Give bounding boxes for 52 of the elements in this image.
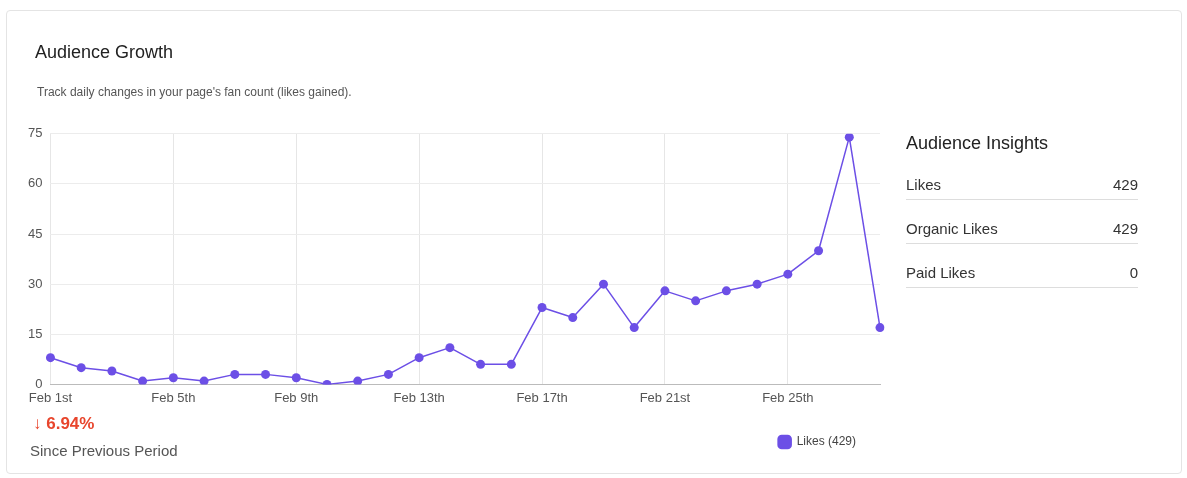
y-tick-label: 15 [27, 325, 43, 341]
point [506, 359, 516, 369]
text: 429 [1112, 176, 1138, 193]
text: Since Previous Period [30, 442, 178, 459]
point [691, 296, 701, 306]
point [660, 286, 670, 296]
point [168, 373, 178, 383]
point [721, 286, 731, 296]
text: Paid Likes [906, 264, 976, 281]
point [138, 376, 148, 385]
point [414, 353, 424, 363]
point [752, 279, 762, 289]
legend-label: Likes (429) [796, 434, 857, 449]
point [844, 133, 854, 142]
y-tick-label: 60 [27, 175, 43, 191]
point [353, 376, 363, 385]
y-tick-label: 45 [27, 225, 43, 241]
text: ↓ 6.94% [33, 414, 95, 434]
x-tick-label: Feb 21st [639, 389, 691, 405]
text: Organic Likes [906, 220, 998, 237]
point [383, 369, 393, 379]
x-tick-label: Feb 9th [274, 389, 319, 405]
point [107, 366, 117, 376]
y-tick-label: 75 [27, 125, 43, 141]
x-tick-label: Feb 5th [151, 389, 196, 405]
point [783, 269, 793, 279]
point [445, 343, 455, 353]
x-tick-label: Feb 25th [762, 389, 814, 405]
text: Audience Insights [906, 133, 1050, 154]
x-tick-label: Feb 13th [393, 389, 445, 405]
point [629, 323, 639, 333]
x-tick-label: Feb 17th [516, 389, 568, 405]
text: 429 [1112, 220, 1138, 237]
y-tick-label: 0 [35, 375, 43, 391]
x-tick-label: Feb 1st [28, 389, 73, 405]
point [76, 363, 86, 373]
text: 0 [1129, 264, 1138, 281]
point [199, 376, 209, 385]
point [476, 359, 486, 369]
chart-title: Audience Growth [35, 42, 174, 63]
text: Likes [906, 176, 942, 193]
point [291, 373, 301, 383]
y-tick-label: 30 [27, 275, 43, 291]
chart-subtitle: Track daily changes in your page's fan count (likes gained). [37, 85, 352, 99]
point [598, 279, 608, 289]
point [230, 369, 240, 379]
point [814, 246, 824, 256]
point [875, 323, 885, 333]
point [568, 313, 578, 323]
point [261, 369, 271, 379]
point [45, 353, 55, 363]
point [537, 303, 547, 313]
